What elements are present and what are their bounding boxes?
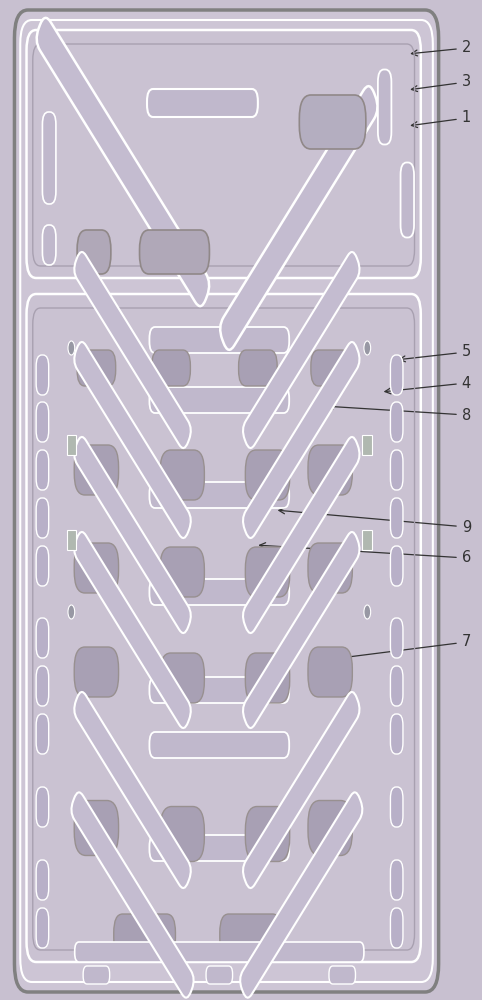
FancyBboxPatch shape — [308, 543, 352, 593]
FancyBboxPatch shape — [36, 714, 49, 754]
Text: 6: 6 — [260, 543, 471, 566]
FancyBboxPatch shape — [245, 547, 290, 597]
FancyBboxPatch shape — [36, 618, 49, 658]
FancyBboxPatch shape — [390, 860, 403, 900]
FancyBboxPatch shape — [14, 10, 439, 992]
FancyBboxPatch shape — [83, 966, 110, 984]
FancyBboxPatch shape — [36, 860, 49, 900]
FancyBboxPatch shape — [74, 532, 191, 728]
FancyBboxPatch shape — [239, 350, 277, 386]
Circle shape — [364, 605, 371, 619]
FancyBboxPatch shape — [74, 647, 119, 697]
FancyBboxPatch shape — [401, 162, 414, 237]
FancyBboxPatch shape — [71, 792, 194, 998]
FancyBboxPatch shape — [390, 714, 403, 754]
FancyBboxPatch shape — [149, 387, 289, 413]
FancyBboxPatch shape — [243, 532, 360, 728]
FancyBboxPatch shape — [75, 942, 364, 962]
FancyBboxPatch shape — [308, 647, 352, 697]
FancyBboxPatch shape — [149, 579, 289, 605]
FancyBboxPatch shape — [74, 692, 191, 888]
Text: 5: 5 — [400, 344, 471, 362]
FancyBboxPatch shape — [36, 498, 49, 538]
FancyBboxPatch shape — [149, 677, 289, 703]
FancyBboxPatch shape — [390, 618, 403, 658]
Text: 2: 2 — [412, 40, 471, 56]
FancyBboxPatch shape — [390, 546, 403, 586]
FancyBboxPatch shape — [243, 252, 360, 448]
FancyBboxPatch shape — [160, 806, 204, 861]
FancyBboxPatch shape — [329, 966, 355, 984]
FancyBboxPatch shape — [42, 112, 56, 204]
FancyBboxPatch shape — [243, 342, 360, 538]
FancyBboxPatch shape — [362, 530, 372, 550]
Circle shape — [364, 341, 371, 355]
FancyBboxPatch shape — [390, 402, 403, 442]
FancyBboxPatch shape — [67, 435, 76, 455]
FancyBboxPatch shape — [390, 355, 403, 395]
FancyBboxPatch shape — [245, 653, 290, 703]
Circle shape — [68, 341, 75, 355]
FancyBboxPatch shape — [390, 498, 403, 538]
FancyBboxPatch shape — [160, 653, 204, 703]
FancyBboxPatch shape — [36, 666, 49, 706]
FancyBboxPatch shape — [36, 546, 49, 586]
FancyBboxPatch shape — [390, 908, 403, 948]
FancyBboxPatch shape — [160, 450, 204, 500]
FancyBboxPatch shape — [149, 482, 289, 508]
FancyBboxPatch shape — [27, 294, 421, 962]
FancyBboxPatch shape — [378, 70, 391, 144]
FancyBboxPatch shape — [308, 445, 352, 495]
FancyBboxPatch shape — [149, 835, 289, 861]
FancyBboxPatch shape — [206, 966, 232, 984]
FancyBboxPatch shape — [160, 547, 204, 597]
FancyBboxPatch shape — [77, 350, 116, 386]
FancyBboxPatch shape — [27, 30, 421, 278]
FancyBboxPatch shape — [362, 435, 372, 455]
FancyBboxPatch shape — [220, 86, 377, 350]
Text: 3: 3 — [412, 75, 471, 92]
FancyBboxPatch shape — [36, 355, 49, 395]
FancyBboxPatch shape — [152, 350, 190, 386]
FancyBboxPatch shape — [147, 89, 258, 117]
FancyBboxPatch shape — [42, 225, 56, 265]
FancyBboxPatch shape — [74, 342, 191, 538]
FancyBboxPatch shape — [311, 350, 349, 386]
FancyBboxPatch shape — [149, 327, 289, 353]
FancyBboxPatch shape — [74, 445, 119, 495]
FancyBboxPatch shape — [149, 732, 289, 758]
FancyBboxPatch shape — [240, 792, 362, 998]
FancyBboxPatch shape — [243, 692, 360, 888]
Text: 9: 9 — [279, 508, 471, 534]
FancyBboxPatch shape — [114, 914, 175, 956]
FancyBboxPatch shape — [245, 806, 290, 861]
FancyBboxPatch shape — [299, 95, 366, 149]
FancyBboxPatch shape — [390, 450, 403, 490]
Text: 7: 7 — [313, 635, 471, 664]
FancyBboxPatch shape — [37, 18, 209, 306]
Text: 1: 1 — [412, 110, 471, 128]
FancyBboxPatch shape — [390, 787, 403, 827]
FancyBboxPatch shape — [74, 543, 119, 593]
Text: 8: 8 — [327, 404, 471, 422]
FancyBboxPatch shape — [36, 787, 49, 827]
FancyBboxPatch shape — [36, 402, 49, 442]
FancyBboxPatch shape — [140, 230, 209, 274]
FancyBboxPatch shape — [74, 437, 191, 633]
FancyBboxPatch shape — [220, 914, 281, 956]
FancyBboxPatch shape — [67, 530, 76, 550]
FancyBboxPatch shape — [308, 800, 352, 856]
FancyBboxPatch shape — [74, 800, 119, 856]
FancyBboxPatch shape — [36, 450, 49, 490]
FancyBboxPatch shape — [390, 666, 403, 706]
Circle shape — [68, 605, 75, 619]
FancyBboxPatch shape — [243, 437, 360, 633]
Text: 4: 4 — [385, 375, 471, 394]
FancyBboxPatch shape — [77, 230, 111, 274]
FancyBboxPatch shape — [36, 908, 49, 948]
FancyBboxPatch shape — [74, 252, 191, 448]
FancyBboxPatch shape — [245, 450, 290, 500]
